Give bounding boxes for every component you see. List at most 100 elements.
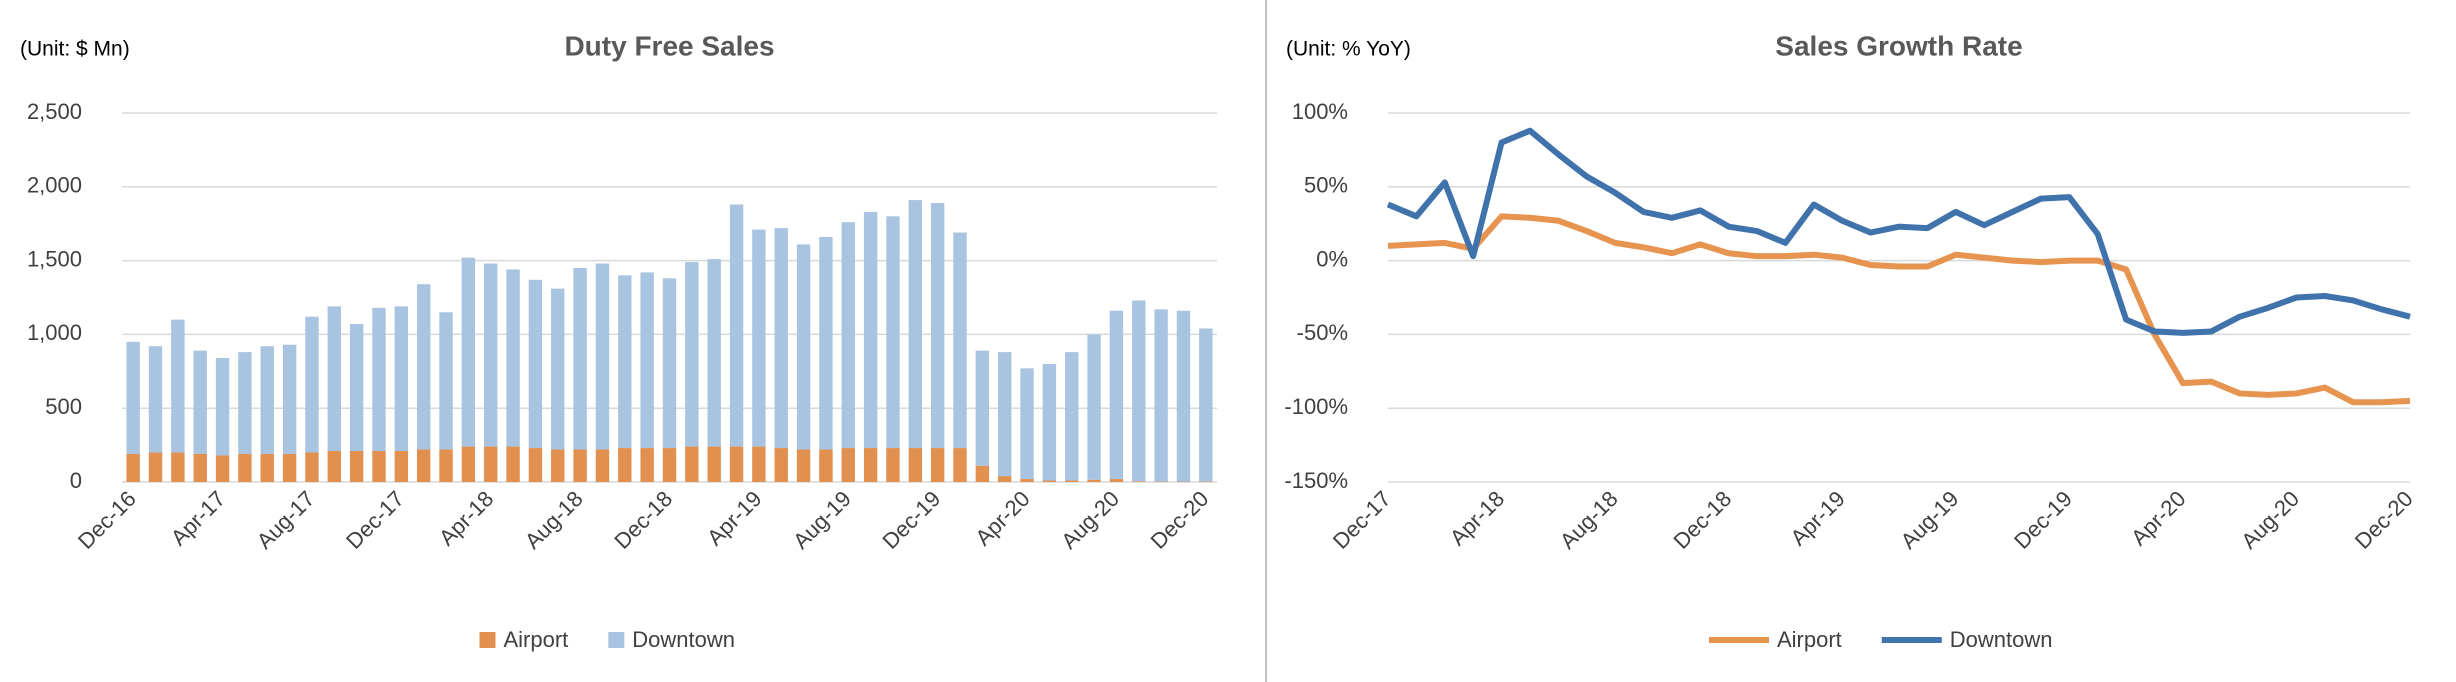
bar (707, 259, 721, 447)
bar (886, 216, 900, 449)
legend-label: Airport (504, 627, 569, 652)
bar (953, 232, 967, 449)
bar (372, 307, 386, 452)
unit-label: (Unit: $ Mn) (20, 38, 130, 61)
x-tick-label: Apr-19 (1785, 486, 1849, 550)
bar (595, 263, 610, 450)
bar (506, 446, 520, 482)
x-tick-label: Dec-20 (1146, 486, 1214, 554)
bar (685, 446, 699, 482)
bar (126, 341, 140, 454)
bar (662, 448, 677, 482)
legend-swatch (608, 632, 625, 648)
bar (193, 350, 207, 454)
bar (1020, 368, 1034, 480)
x-tick-label: Apr-17 (166, 486, 230, 550)
bar (215, 455, 230, 482)
bar (193, 453, 207, 482)
x-tick-label: Dec-18 (609, 486, 677, 554)
bar (975, 350, 990, 466)
bar (953, 448, 967, 482)
x-tick-label: Apr-20 (2126, 486, 2190, 550)
bar (863, 211, 878, 449)
bar (819, 236, 833, 450)
bar (484, 446, 498, 482)
bar (841, 222, 855, 449)
bar (171, 452, 185, 482)
bar (685, 262, 699, 447)
x-tick-label: Apr-18 (1445, 486, 1509, 550)
bar (394, 451, 409, 482)
bar (1065, 480, 1079, 482)
x-tick-label: Apr-18 (434, 486, 498, 550)
bar (774, 228, 788, 449)
x-tick-label: Dec-19 (877, 486, 945, 554)
bar (863, 448, 878, 482)
bar (238, 352, 252, 454)
bar (461, 446, 476, 482)
x-tick-label: Dec-17 (341, 486, 409, 554)
bar (439, 449, 453, 482)
x-tick-label: Dec-20 (2350, 486, 2418, 554)
bar (1176, 310, 1191, 482)
legend-label: Airport (1777, 627, 1842, 652)
line (1387, 213, 2411, 406)
bar (662, 278, 677, 449)
bar (215, 358, 230, 456)
bar (707, 446, 721, 482)
bar (148, 346, 163, 453)
bar (841, 448, 855, 482)
legend-label: Downtown (632, 627, 735, 652)
bar (998, 476, 1012, 482)
y-tick-label: 100% (1292, 99, 1348, 124)
y-tick-label: -50% (1297, 320, 1348, 345)
legend-swatch (479, 632, 496, 648)
x-tick-label: Dec-18 (1668, 486, 1736, 554)
bar (573, 267, 587, 450)
x-tick-label: Aug-17 (252, 486, 320, 554)
x-tick-label: Apr-19 (702, 486, 766, 550)
bar (774, 448, 788, 482)
y-tick-label: -100% (1284, 394, 1348, 419)
bar (528, 448, 543, 482)
x-tick-label: Aug-18 (520, 486, 588, 554)
bar (796, 244, 811, 450)
bar (930, 448, 945, 482)
y-tick-label: 0% (1316, 246, 1348, 271)
bar (305, 316, 319, 453)
bar (327, 451, 341, 482)
bar (1087, 479, 1101, 482)
bar (1154, 309, 1168, 482)
bar (148, 452, 163, 482)
bar (282, 453, 297, 482)
y-tick-label: 50% (1304, 173, 1348, 198)
bar (729, 204, 744, 447)
legend-label: Downtown (1950, 627, 2053, 652)
bar (618, 275, 632, 449)
bar (439, 312, 453, 450)
bar (618, 448, 632, 482)
bar (260, 453, 274, 482)
bar (260, 346, 274, 454)
bar (327, 306, 341, 452)
bar (461, 257, 476, 447)
bar (908, 448, 923, 482)
bar (484, 263, 498, 447)
bar (908, 200, 923, 449)
x-tick-label: Aug-18 (1555, 486, 1623, 554)
y-tick-label: 500 (45, 394, 82, 419)
y-tick-label: 1,000 (27, 320, 82, 345)
bar (729, 446, 744, 482)
y-tick-label: 2,000 (27, 173, 82, 198)
line (1386, 127, 2411, 336)
bar (573, 449, 587, 482)
bar (1199, 328, 1213, 482)
bar (1042, 480, 1057, 482)
bar (975, 465, 990, 482)
bar (595, 449, 610, 482)
bar (640, 272, 654, 449)
y-tick-label: 2,500 (27, 99, 82, 124)
bar (528, 279, 543, 449)
bar (551, 449, 565, 482)
